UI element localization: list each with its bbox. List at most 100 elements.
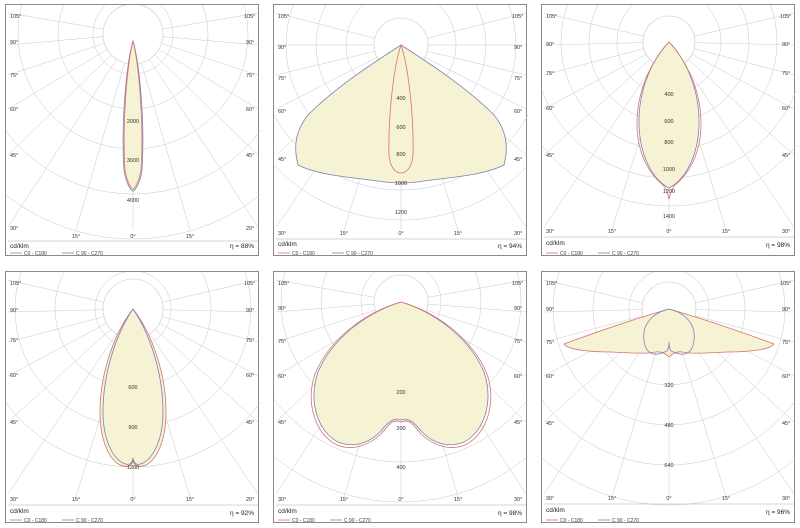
angle-label: 90° [246,40,254,46]
angle-label: 0° [666,496,671,502]
polar-panel-4: 600 900 1200 105° 90° 75° 60° 45° 30° 10… [5,271,260,524]
angle-label: 60° [514,109,522,115]
legend-c90: C 90 - C270 [76,518,103,524]
unit-label: cd/klm [278,241,297,248]
value-label: 600 [128,385,137,391]
angle-label: 105° [780,281,791,287]
unit-label: cd/klm [10,243,29,250]
value-label: 640 [664,463,673,469]
angle-label: 0° [398,497,403,503]
angle-label: 15° [454,497,462,503]
c0-curve [636,41,702,200]
angle-label: 75° [546,71,554,77]
legend-c90: C 90 - C270 [612,518,639,524]
angle-label: 60° [782,106,790,112]
angle-label: 90° [782,307,790,313]
value-label: 800 [396,152,405,158]
c90-area [313,301,489,446]
value-label: 1200 [663,189,675,195]
angle-label: 15° [186,234,194,240]
efficiency-label: η = 98% [766,242,790,249]
angle-label: 90° [546,42,554,48]
c0-curve [310,301,492,448]
angle-label: 45° [10,420,18,426]
polar-panel-3: 400 600 800 1000 1200 1400 105° 90° 75° … [541,4,796,257]
angle-label: 75° [514,76,522,82]
angle-label: 90° [10,40,18,46]
angle-label: 75° [246,73,254,79]
polar-panel-2: 400 600 800 1000 1200 105° 90° 75° 60° 4… [273,4,528,257]
c0-area [99,308,167,467]
angle-label: 105° [512,14,523,20]
angle-label: 45° [246,153,254,159]
legend-c0: C0 - C180 [24,518,47,524]
polar-panel-6: 320 480 640 105° 90° 75° 60° 45° 30° 105… [541,271,796,524]
angle-label: 45° [514,420,522,426]
legend-c0: C0 - C180 [24,251,47,257]
angle-label: 60° [246,107,254,113]
efficiency-label: η = 98% [498,510,522,517]
polar-diagram-6: 320 480 640 105° 90° 75° 60° 45° 30° 105… [542,272,796,524]
angle-label: 60° [278,109,286,115]
angle-label: 75° [10,73,18,79]
angle-label: 105° [244,14,255,20]
angle-label: 30° [514,497,522,503]
angle-label: 15° [340,497,348,503]
value-label: 200 [396,426,405,432]
efficiency-label: η = 94% [498,243,522,250]
angle-label: 0° [398,231,403,237]
c90-curve [295,44,507,184]
angle-label: 30° [782,229,790,235]
value-label: 2000 [127,119,139,125]
unit-label: cd/klm [278,508,297,515]
angle-label: 15° [608,496,616,502]
value-label: 800 [664,140,673,146]
c0-area [563,308,775,358]
angle-label: 60° [782,374,790,380]
angle-label: 45° [514,157,522,163]
value-label: 3000 [127,158,139,164]
angle-label: 15° [454,231,462,237]
angle-label: 105° [244,281,255,287]
angle-label: 75° [10,338,18,344]
angle-label: 90° [278,306,286,312]
angle-label: 105° [546,281,557,287]
angle-label: 30° [278,231,286,237]
angle-label: 60° [514,374,522,380]
angle-label: 105° [546,14,557,20]
angle-label: 75° [278,339,286,345]
angle-label: 105° [10,14,21,20]
angle-label: 75° [514,339,522,345]
unit-label: cd/klm [546,240,565,247]
angle-label: 0° [666,229,671,235]
angle-label: 75° [546,340,554,346]
angle-label: 60° [10,373,18,379]
c0-curve [123,40,143,190]
unit-label: cd/klm [10,508,29,515]
value-label: 480 [664,423,673,429]
c90-curve [102,308,164,465]
angle-label: 30° [278,497,286,503]
value-label: 600 [664,119,673,125]
angle-label: 0° [130,234,135,240]
angle-label: 60° [546,374,554,380]
angle-label: 45° [246,420,254,426]
value-label: 4000 [127,198,139,204]
polar-diagram-3: 400 600 800 1000 1200 1400 105° 90° 75° … [542,5,796,257]
angle-label: 15° [722,496,730,502]
unit-label: cd/klm [546,507,565,514]
polar-panel-1: 2000 3000 4000 105° 90° 75° 60° 45° 30° … [5,4,260,257]
angle-label: 90° [10,308,18,314]
angle-label: 90° [514,45,522,51]
polar-diagram-2: 400 600 800 1000 1200 105° 90° 75° 60° 4… [274,5,528,257]
angle-label: 20° [246,497,254,503]
c0-curve [388,43,414,174]
angle-label: 75° [782,71,790,77]
angle-label: 75° [782,340,790,346]
angle-label: 45° [546,153,554,159]
value-label: 200 [396,390,405,396]
angle-label: 0° [130,497,135,503]
angle-label: 45° [546,421,554,427]
angle-label: 60° [546,106,554,112]
value-label: 600 [396,125,405,131]
